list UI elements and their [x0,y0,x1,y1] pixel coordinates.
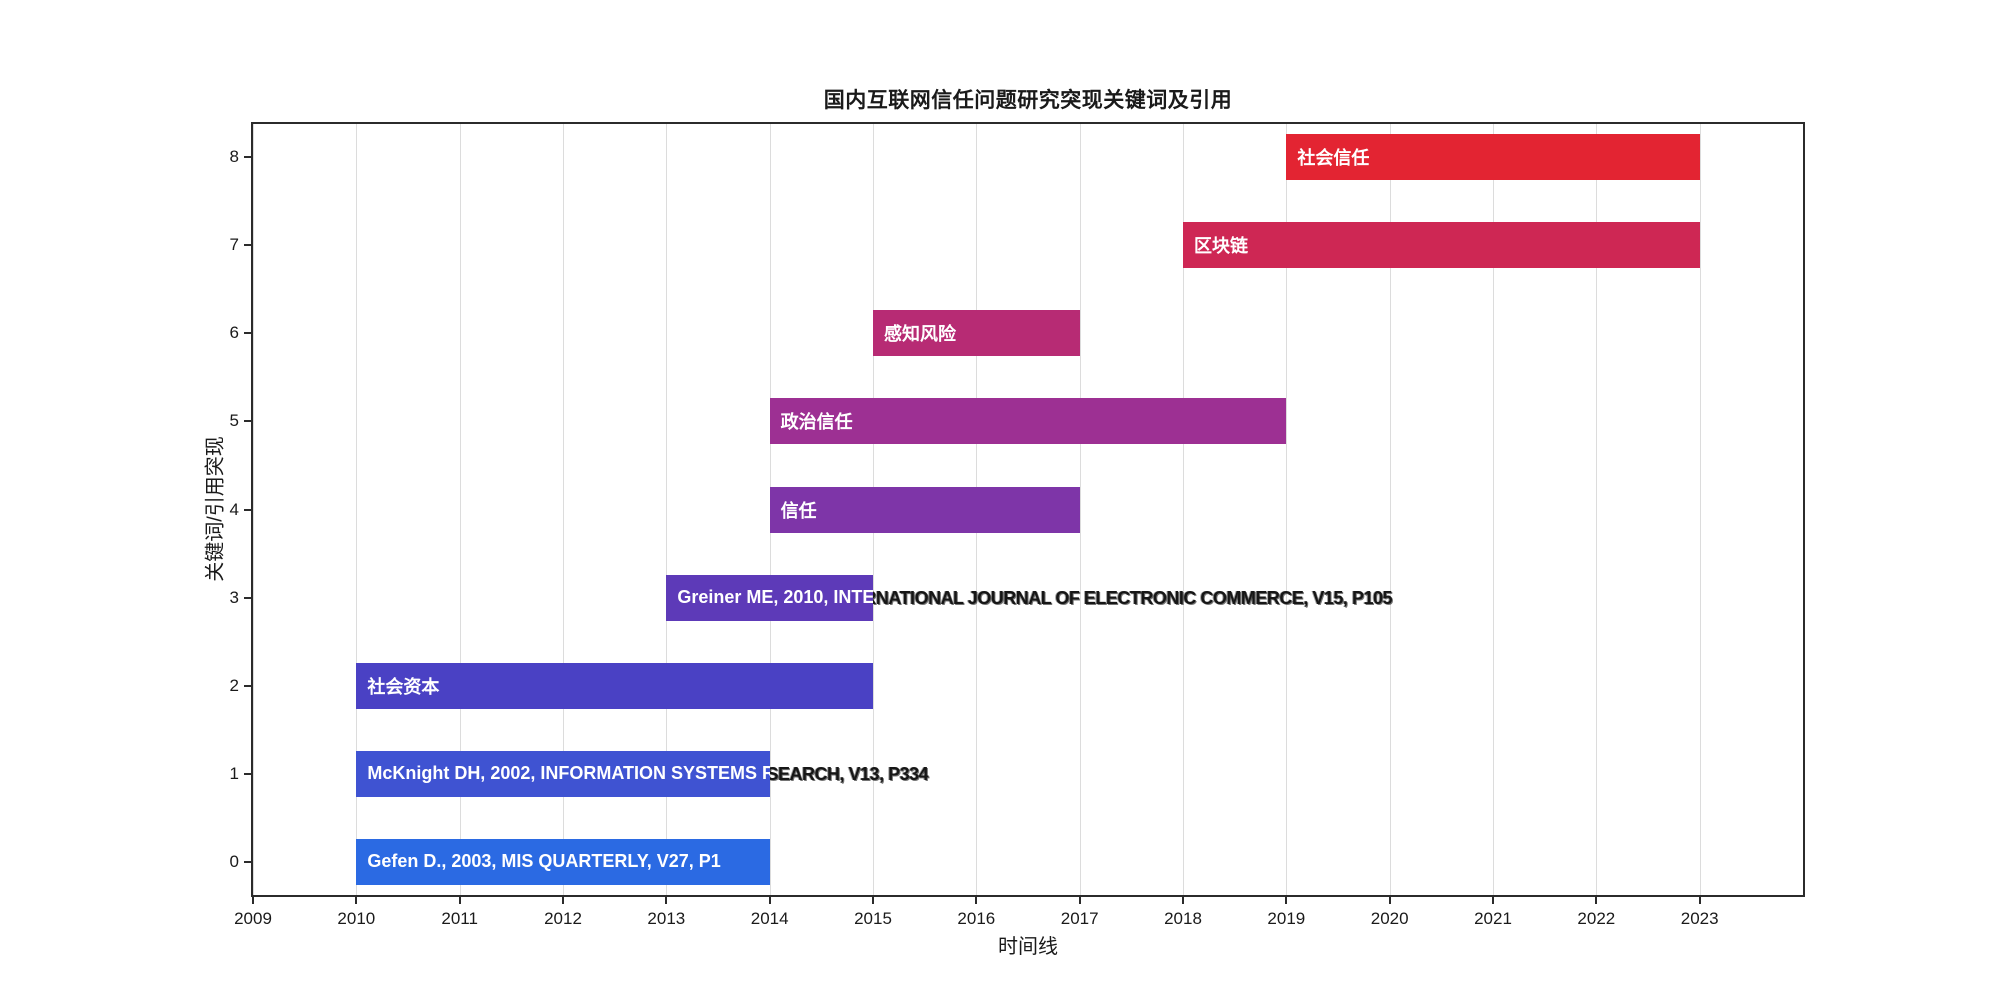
y-tick-mark [244,332,253,335]
burst-bar: 社会资本 [356,662,873,709]
x-tick-mark [768,895,771,904]
x-tick-label: 2011 [441,909,478,928]
x-tick-mark [1388,895,1391,904]
x-tick-label: 2010 [337,909,376,928]
vertical-gridline [1596,124,1598,895]
x-tick-mark [975,895,978,904]
x-tick-mark [458,895,461,904]
x-tick-mark [1492,895,1494,904]
y-tick-mark [244,860,253,863]
y-tick-label: 6 [229,323,239,343]
x-tick-label: 2013 [647,909,686,928]
bar-label: 感知风险 [884,324,956,345]
y-tick-mark [244,420,253,423]
x-tick-label: 2021 [1474,909,1512,928]
y-tick-mark [244,156,253,159]
bar-label: 社会资本 [367,676,440,697]
plot-area: 2009 2010 2011 2012 2013 2014 2015 2016 2017 2018… [230,122,1805,928]
x-tick-label: 2015 [854,909,892,928]
burst-bar: McKnight DH, 2002, INFORMATION SYSTEMS R… [356,750,770,797]
y-tick-label: 0 [229,851,239,871]
x-tick-mark [1078,895,1081,904]
x-tick-label: 2023 [1680,909,1719,928]
chart-title: 国内互联网信任问题研究突现关键词及引用 [823,89,1233,112]
x-tick-label: 2017 [1060,909,1099,928]
x-tick-label: 2014 [750,909,789,928]
y-axis-label: 关键词/引用突现 [204,436,227,582]
vertical-gridline [563,124,564,895]
x-tick-mark [355,895,358,904]
x-tick-label: 2012 [544,909,582,928]
vertical-gridline [253,124,254,895]
burst-bar: 区块链 [1183,222,1700,269]
burst-bar: Greiner ME, 2010, INTERNATIONAL JOURNAL … [666,574,873,621]
bar-label: Greiner ME, 2010, INTERNATIONAL JOURNAL … [677,587,873,607]
y-tick-label: 4 [229,499,239,519]
x-tick-mark [1182,895,1184,904]
x-tick-mark [562,895,564,904]
y-tick-mark [244,684,253,687]
y-tick-mark [244,244,253,247]
vertical-gridline [459,124,461,895]
y-tick-label: 7 [229,235,239,255]
x-tick-label: 2016 [957,909,996,928]
burst-bar: 政治信任 [769,398,1287,445]
bar-label: 社会信任 [1297,148,1370,169]
x-tick-label: 2019 [1267,909,1306,928]
y-tick-mark [244,772,253,775]
burst-bar: Gefen D., 2003, MIS QUARTERLY, V27, P1 [356,838,770,885]
y-tick-label: 5 [229,411,239,431]
x-tick-mark [872,895,874,904]
x-tick-label: 2009 [234,909,272,928]
x-tick-mark [665,895,668,904]
x-tick-label: 2018 [1164,909,1202,928]
bar-label: 政治信任 [780,412,853,433]
y-tick-label: 3 [229,587,239,607]
burst-bar: 感知风险 [873,310,1080,357]
x-axis-label: 时间线 [998,936,1058,958]
vertical-gridline [1389,124,1391,895]
vertical-gridline [1286,124,1288,895]
vertical-gridline [1493,124,1494,895]
vertical-gridline [1699,124,1701,895]
vertical-gridline [666,124,668,895]
y-tick-mark [244,596,253,599]
x-tick-mark [252,895,254,904]
vertical-gridline [1079,124,1081,895]
vertical-gridline [356,124,358,895]
x-tick-label: 2022 [1577,909,1616,928]
bar-label: 信任 [780,500,817,521]
y-tick-label: 1 [229,763,239,783]
x-tick-mark [1698,895,1701,904]
bar-label: McKnight DH, 2002, INFORMATION SYSTEMS R… [367,763,770,784]
bar-label: Gefen D., 2003, MIS QUARTERLY, V27, P1 [367,851,721,872]
x-tick-mark [1285,895,1288,904]
y-tick-mark [244,508,253,511]
vertical-gridline [1183,124,1184,895]
bar-label: 区块链 [1194,236,1248,257]
y-tick-label: 8 [229,147,239,167]
burst-bar: 信任 [769,486,1080,533]
x-tick-mark [1595,895,1598,904]
x-tick-label: 2020 [1370,909,1409,928]
y-tick-label: 2 [229,675,239,695]
burst-bar: 社会信任 [1286,134,1700,181]
